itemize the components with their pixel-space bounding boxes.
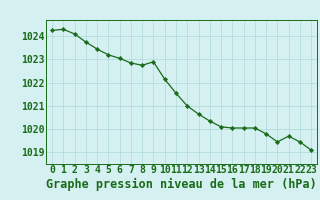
X-axis label: Graphe pression niveau de la mer (hPa): Graphe pression niveau de la mer (hPa): [46, 178, 317, 191]
